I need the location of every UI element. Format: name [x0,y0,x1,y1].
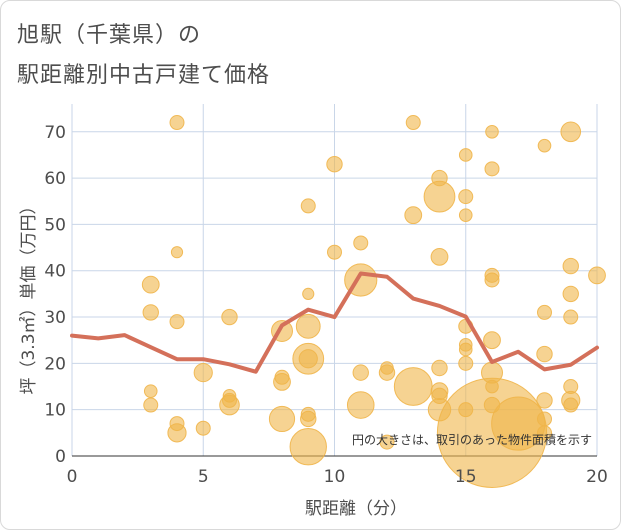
bubble-point [302,287,315,300]
bubble-point [167,423,187,443]
average-price-line [70,271,599,374]
bubble-series [141,115,606,488]
bubble-point [537,425,552,441]
bubble-point [563,397,579,413]
y-tick-label: 10 [44,401,66,421]
y-axis-label: 坪（3.3㎡）単価（万円） [19,197,39,394]
bubble-point [143,397,159,413]
bubble-point [169,314,185,330]
bubble-point [458,148,473,162]
bubble-point [141,275,160,294]
bubble-point [537,304,552,320]
bubble-size-note: 円の大きさは、取引のあった物件面積を示す [352,432,592,447]
trend-line-series [70,271,599,374]
bubble-point [536,345,553,363]
bubble-point [423,180,456,213]
bubble-point [273,372,291,391]
bubble-point [289,428,327,466]
bubble-point [352,364,369,381]
bubble-point [562,285,579,303]
bubble-point [300,198,316,214]
bubble-point [219,394,240,416]
bubble-point [170,246,184,259]
chart-title-line1: 旭駅（千葉県）の [17,23,202,48]
bubble-point [485,124,499,139]
bubble-point [458,355,474,371]
y-tick-label: 0 [55,447,66,467]
bubble-point [326,156,343,173]
bubble-point [195,420,211,436]
y-axis-ticks: 0 10 20 30 40 50 60 70 [44,123,66,467]
bubble-point [346,391,375,419]
bubble-point [484,272,500,288]
y-tick-label: 50 [44,215,66,235]
bubble-point [268,405,296,433]
bubble-point [562,257,579,275]
x-axis-label: 駅距離（分） [305,499,407,519]
bubble-point [405,115,421,131]
bubble-point [536,392,553,409]
bubble-point [560,121,582,143]
y-tick-label: 70 [44,123,66,143]
x-tick-label: 10 [324,467,346,487]
bubble-point [169,115,185,131]
x-tick-label: 5 [198,467,209,487]
x-axis-ticks: 0 5 10 15 20 [67,467,608,487]
bubble-point [393,367,433,406]
bubble-point [483,331,501,350]
bubble-point [404,206,423,225]
bubble-point [484,161,500,177]
y-tick-label: 20 [44,354,66,374]
x-tick-label: 15 [455,467,477,487]
chart-title-line2: 駅距離別中古戸建て価格 [17,63,271,88]
bubble-point [430,247,449,266]
y-tick-label: 60 [44,169,66,189]
bubble-point [588,266,606,285]
bubble-point [143,384,158,398]
y-tick-label: 40 [44,262,66,282]
bubble-point [458,189,474,205]
x-tick-label: 20 [586,467,608,487]
bubble-point [221,308,238,326]
bubble-point [458,342,473,357]
bubble-point [537,411,552,427]
x-tick-label: 0 [67,467,78,487]
bubble-point [193,363,213,383]
y-tick-label: 30 [44,308,66,328]
bubble-point [353,235,369,251]
bubble-point [379,434,395,450]
bubble-point [298,349,318,369]
bubble-point [458,208,473,222]
bubble-point [378,364,396,381]
bubble-point [563,309,579,325]
bubble-point [327,244,342,260]
bubble-point [142,304,159,321]
bubble-point [300,410,317,428]
bubble-point [295,313,321,339]
bubble-point [537,138,552,153]
bubble-point [431,359,448,377]
